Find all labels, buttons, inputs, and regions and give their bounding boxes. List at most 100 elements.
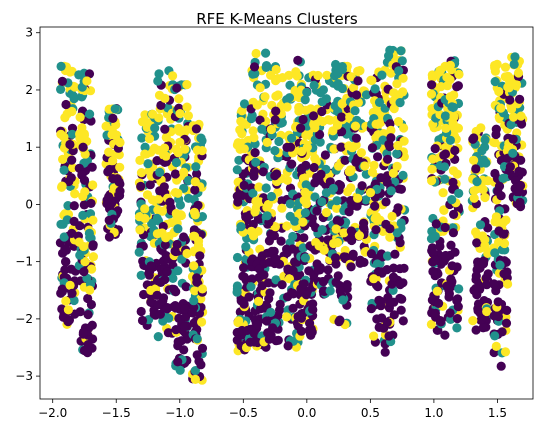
data-point-cluster_0 — [293, 55, 303, 65]
data-point-cluster_0 — [346, 262, 356, 272]
data-point-cluster_2 — [75, 112, 85, 122]
data-point-cluster_2 — [301, 130, 311, 140]
data-point-cluster_2 — [339, 228, 349, 238]
data-point-cluster_2 — [393, 140, 403, 151]
data-point-cluster_2 — [350, 121, 361, 131]
data-point-cluster_2 — [469, 155, 479, 165]
data-point-cluster_0 — [172, 83, 182, 93]
y-tick-label: −2 — [15, 312, 33, 326]
data-point-cluster_2 — [271, 64, 281, 75]
data-point-cluster_1 — [246, 282, 256, 292]
data-point-cluster_1 — [315, 137, 325, 147]
data-point-cluster_2 — [190, 286, 200, 296]
data-point-cluster_1 — [150, 123, 160, 133]
data-point-cluster_2 — [389, 104, 399, 114]
data-point-cluster_0 — [192, 169, 202, 179]
data-point-cluster_2 — [61, 296, 71, 306]
data-point-cluster_0 — [384, 331, 394, 341]
data-point-cluster_1 — [183, 175, 194, 186]
data-point-cluster_0 — [355, 258, 365, 268]
data-point-cluster_0 — [468, 134, 478, 144]
data-point-cluster_1 — [490, 77, 500, 87]
data-point-cluster_0 — [270, 115, 280, 125]
data-point-cluster_2 — [137, 117, 148, 127]
data-point-cluster_2 — [438, 188, 448, 198]
data-point-cluster_2 — [240, 119, 250, 129]
data-point-cluster_0 — [373, 152, 383, 162]
y-tick-label: 3 — [25, 26, 33, 40]
data-point-cluster_0 — [385, 119, 395, 129]
data-point-cluster_2 — [345, 112, 355, 122]
data-point-cluster_1 — [454, 284, 464, 294]
data-point-cluster_0 — [494, 226, 504, 236]
data-point-cluster_1 — [386, 186, 396, 196]
data-point-cluster_2 — [511, 80, 522, 90]
data-point-cluster_0 — [87, 162, 97, 172]
data-point-cluster_2 — [154, 194, 164, 204]
data-point-cluster_2 — [250, 207, 260, 217]
data-point-cluster_0 — [353, 76, 363, 86]
data-point-cluster_0 — [482, 280, 492, 290]
data-point-cluster_2 — [441, 123, 451, 133]
data-point-cluster_0 — [104, 232, 114, 242]
data-point-cluster_1 — [430, 231, 440, 241]
data-point-cluster_0 — [155, 309, 165, 319]
data-point-cluster_2 — [146, 285, 156, 295]
data-point-cluster_0 — [197, 343, 208, 353]
data-point-cluster_2 — [504, 83, 514, 93]
data-point-cluster_0 — [173, 357, 183, 367]
data-point-cluster_1 — [155, 167, 165, 177]
data-point-cluster_1 — [301, 180, 311, 190]
data-point-cluster_2 — [254, 296, 264, 306]
data-point-cluster_1 — [395, 98, 405, 108]
data-point-cluster_0 — [298, 114, 308, 125]
data-point-cluster_2 — [284, 274, 294, 284]
data-point-cluster_2 — [136, 168, 147, 178]
data-point-cluster_2 — [60, 113, 70, 123]
data-point-cluster_1 — [270, 146, 280, 156]
data-point-cluster_0 — [83, 310, 93, 320]
data-point-cluster_2 — [262, 137, 272, 147]
data-point-cluster_0 — [320, 150, 330, 160]
data-point-cluster_2 — [427, 70, 437, 80]
data-point-cluster_0 — [316, 169, 326, 179]
data-point-cluster_2 — [85, 285, 95, 295]
data-point-cluster_1 — [338, 295, 348, 305]
data-point-cluster_0 — [275, 299, 285, 309]
data-point-cluster_0 — [288, 266, 298, 276]
data-point-cluster_0 — [312, 206, 322, 216]
data-point-cluster_2 — [365, 188, 376, 198]
data-point-cluster_2 — [492, 59, 502, 69]
data-point-cluster_1 — [153, 332, 163, 342]
data-point-cluster_0 — [483, 223, 493, 233]
data-point-cluster_1 — [398, 170, 408, 180]
x-tick-label: −0.5 — [229, 406, 258, 420]
data-point-cluster_2 — [428, 154, 438, 164]
data-point-cluster_0 — [358, 222, 369, 232]
data-point-cluster_0 — [86, 299, 96, 310]
data-point-cluster_2 — [161, 132, 171, 142]
data-point-cluster_0 — [310, 178, 320, 188]
data-point-cluster_0 — [371, 225, 381, 235]
data-point-cluster_0 — [332, 216, 342, 226]
data-point-cluster_2 — [369, 274, 379, 284]
x-tick-label: 1.5 — [488, 406, 507, 420]
data-point-cluster_2 — [501, 215, 511, 225]
data-point-cluster_0 — [263, 278, 274, 288]
data-point-cluster_0 — [448, 228, 458, 238]
data-point-cluster_1 — [67, 129, 77, 139]
data-point-cluster_0 — [453, 294, 463, 304]
data-point-cluster_0 — [331, 259, 341, 269]
data-point-cluster_2 — [254, 182, 264, 192]
data-point-cluster_1 — [69, 91, 79, 102]
data-point-cluster_1 — [266, 191, 277, 202]
data-point-cluster_2 — [480, 192, 490, 203]
data-point-cluster_0 — [515, 197, 525, 207]
data-point-cluster_0 — [323, 265, 333, 275]
data-point-cluster_2 — [321, 207, 331, 218]
data-point-cluster_2 — [140, 204, 150, 214]
data-point-cluster_0 — [162, 267, 172, 277]
data-point-cluster_0 — [489, 279, 499, 289]
data-point-cluster_1 — [284, 93, 295, 103]
data-point-cluster_0 — [452, 314, 462, 324]
